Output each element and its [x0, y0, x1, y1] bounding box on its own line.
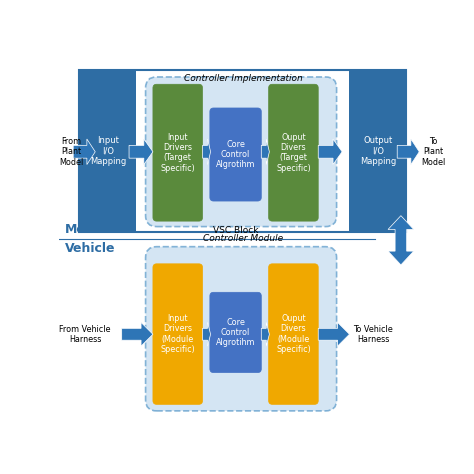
Text: Output
I/O
Mapping: Output I/O Mapping [360, 136, 396, 166]
Polygon shape [202, 322, 210, 346]
Polygon shape [73, 139, 95, 164]
Text: To Vehicle
Harness: To Vehicle Harness [353, 325, 393, 344]
Polygon shape [129, 139, 153, 164]
Polygon shape [261, 322, 269, 346]
Text: Core
Control
Algrotihm: Core Control Algrotihm [216, 318, 255, 347]
Text: Ouput
Divers
(Target
Specific): Ouput Divers (Target Specific) [276, 133, 311, 173]
Polygon shape [202, 139, 210, 164]
Polygon shape [261, 139, 269, 164]
FancyBboxPatch shape [269, 84, 318, 221]
Text: To
Plant
Model: To Plant Model [421, 137, 446, 167]
Text: VSC Block: VSC Block [213, 226, 258, 235]
FancyBboxPatch shape [153, 84, 202, 221]
Bar [80, 70, 406, 232]
Polygon shape [318, 322, 349, 346]
Text: Controller Implementation: Controller Implementation [183, 74, 302, 83]
Text: Input
Drivers
(Module
Specific): Input Drivers (Module Specific) [160, 314, 195, 354]
Polygon shape [388, 216, 414, 265]
FancyBboxPatch shape [210, 108, 261, 201]
FancyBboxPatch shape [146, 246, 337, 411]
Text: Input
I/O
Mapping: Input I/O Mapping [90, 136, 126, 166]
FancyBboxPatch shape [210, 292, 261, 373]
Text: Core
Control
Algrotihm: Core Control Algrotihm [216, 140, 255, 169]
Bar [80, 70, 137, 232]
Text: Input
Drivers
(Target
Specific): Input Drivers (Target Specific) [160, 133, 195, 173]
Polygon shape [397, 139, 419, 164]
Polygon shape [318, 139, 342, 164]
Text: From
Plant
Model: From Plant Model [59, 137, 83, 167]
Text: Model: Model [65, 223, 107, 236]
Bar [349, 70, 406, 232]
Text: From Vehicle
Harness: From Vehicle Harness [59, 325, 111, 344]
FancyBboxPatch shape [146, 77, 337, 227]
Text: Controller Module: Controller Module [203, 234, 283, 243]
FancyBboxPatch shape [153, 264, 202, 404]
Polygon shape [122, 322, 153, 346]
Text: Ouput
Divers
(Module
Specific): Ouput Divers (Module Specific) [276, 314, 311, 354]
Text: Vehicle: Vehicle [65, 242, 115, 255]
FancyBboxPatch shape [269, 264, 318, 404]
